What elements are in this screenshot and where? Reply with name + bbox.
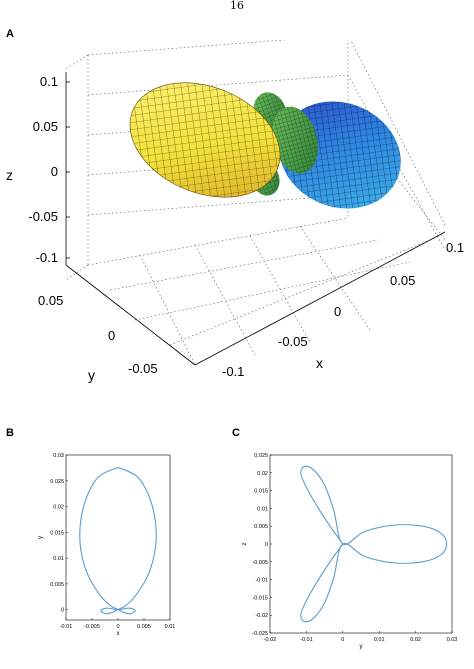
y-tick-label: 0.025 [50, 479, 64, 485]
y-tick-label: 0.02 [257, 471, 268, 477]
x-tick-label: 0 [341, 637, 344, 643]
panel-a-x-ticks: 0.1 0.05 0 -0.05 -0.1 [222, 240, 464, 379]
y-tick-label: 0.025 [254, 453, 268, 459]
y-tick-label: -0.005 [252, 560, 268, 566]
y-tick-label: 0 [265, 542, 268, 548]
y-tick-label: 0.005 [254, 524, 268, 530]
x-tick-label: -0.005 [84, 624, 100, 630]
z-tick: 0.1 [40, 74, 58, 89]
y-tick: 0 [108, 328, 115, 343]
y-axis-label: y [38, 536, 44, 539]
x-tick-label: 0 [116, 624, 119, 630]
panel-c-chart: -0.02 -0.01 0 0.01 0.02 0.03-0.025-0.02-0.015… [242, 453, 458, 650]
y-tick-label: 0.01 [257, 506, 268, 512]
x-tick: -0.05 [278, 334, 308, 349]
x-tick: 0.05 [390, 273, 415, 288]
x-axis-label: x [117, 631, 120, 637]
panel-a-x-label: x [316, 355, 323, 371]
panel-b-label: B [6, 427, 14, 439]
x-axis-label: y [360, 644, 363, 650]
y-tick-label: 0.03 [53, 453, 64, 459]
y-tick-label: 0.005 [50, 582, 64, 588]
panel-a-z-ticks: 0.1 0.05 0 -0.05 -0.1 [28, 74, 58, 265]
x-tick-label: 0.01 [165, 624, 176, 630]
panel-a-y-ticks: 0.05 0 -0.05 [38, 293, 158, 376]
y-tick-label: 0.015 [50, 530, 64, 536]
y-tick-label: -0.015 [252, 595, 268, 601]
panel-a-3d-plot: 0.1 0.05 0 -0.05 -0.1 z 0.1 0.05 0 -0.05… [6, 40, 464, 383]
plot-frame [65, 454, 171, 621]
page-number: 16 [230, 0, 244, 12]
y-tick: -0.05 [128, 361, 158, 376]
z-tick: -0.1 [36, 250, 58, 265]
x-tick-label: 0.01 [374, 637, 385, 643]
y-tick-label: 0.01 [53, 556, 64, 562]
panel-a-y-label: y [88, 367, 95, 383]
panel-c-label: C [232, 427, 240, 439]
z-tick: -0.05 [28, 209, 58, 224]
x-tick-label: 0.005 [137, 624, 151, 630]
y-tick-label: -0.025 [252, 631, 268, 637]
x-tick: 0 [334, 304, 341, 319]
x-tick-label: -0.01 [60, 624, 73, 630]
plot-frame [269, 454, 453, 634]
x-tick: 0.1 [446, 240, 464, 255]
x-tick-label: -0.01 [300, 637, 313, 643]
x-tick-label: -0.02 [264, 637, 277, 643]
y-tick-label: 0.02 [53, 505, 64, 511]
series-line [300, 465, 448, 623]
y-tick-label: 0.015 [254, 489, 268, 495]
y-tick-label: -0.02 [255, 613, 268, 619]
panel-a-surface [129, 82, 401, 209]
x-tick: -0.1 [222, 364, 244, 379]
panel-a-grid [63, 40, 446, 366]
panel-a-label: A [6, 28, 14, 40]
x-tick-label: 0.03 [447, 637, 458, 643]
series-line [79, 466, 157, 615]
z-tick: 0 [51, 164, 58, 179]
y-tick-label: -0.01 [255, 578, 268, 584]
panel-b-chart: -0.01 -0.005 0 0.005 0.01 0 0.005 0.01 0.015 0.02… [38, 453, 176, 637]
x-tick-label: 0.02 [410, 637, 421, 643]
y-axis-label: z [242, 543, 248, 546]
panel-a-z-label: z [6, 167, 13, 183]
y-tick: 0.05 [38, 293, 63, 308]
z-tick: 0.05 [33, 119, 58, 134]
panel-a-axes [65, 72, 446, 366]
y-tick-label: 0 [61, 608, 64, 614]
